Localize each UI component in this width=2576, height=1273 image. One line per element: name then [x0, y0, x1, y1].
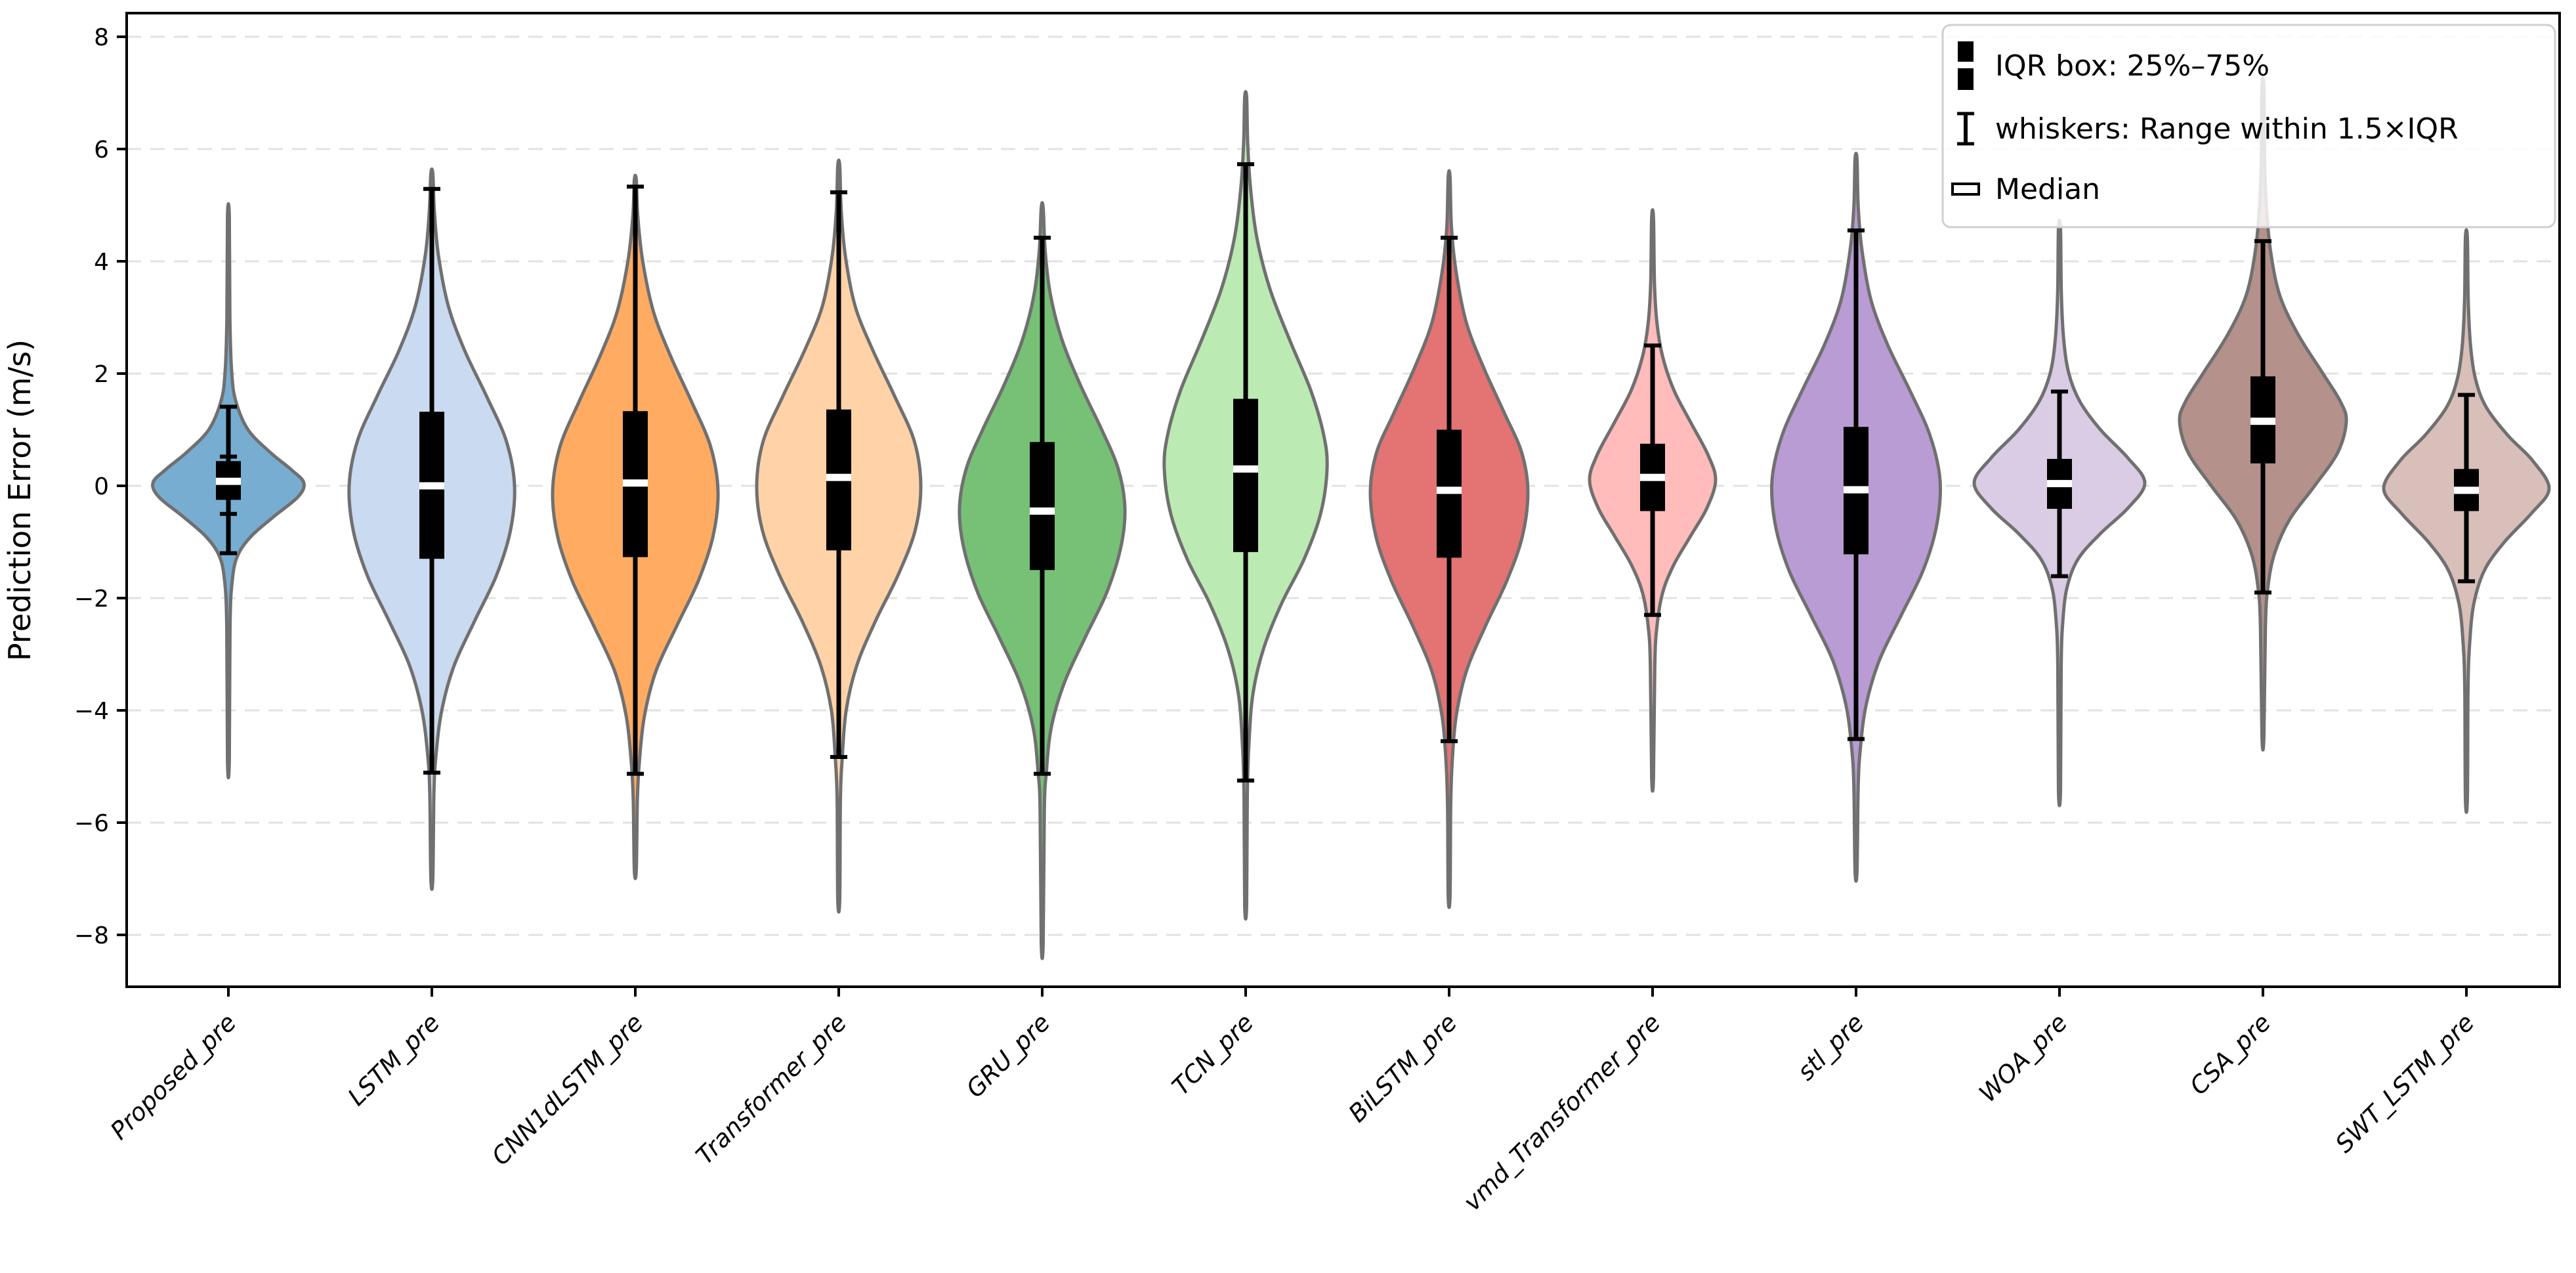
y-tick-label--2: −2: [74, 586, 109, 613]
y-axis-label: Prediction Error (m/s): [2, 339, 37, 661]
y-tick-label--6: −6: [74, 810, 109, 837]
y-tick-label-6: 6: [94, 137, 109, 163]
y-axis-ticks: 8 6 4 2 0 −2 −4 −6 −8: [74, 24, 127, 949]
x-tick-label-vmd_Transformer_pre: vmd_Transformer_pre: [1458, 1008, 1666, 1217]
violin-LSTM_pre: [347, 167, 517, 892]
violin-Transformer_pre: [755, 158, 923, 914]
y-tick-label-0: 0: [94, 473, 109, 500]
x-tick-label-WOA_pre: WOA_pre: [1974, 1008, 2073, 1108]
median-line: [2047, 480, 2072, 488]
legend-label-0: IQR box: 25%–75%: [1995, 49, 2270, 83]
y-tick-label-2: 2: [94, 361, 109, 388]
gridlines: [127, 35, 2560, 936]
legend-label-2: Median: [1995, 173, 2100, 206]
legend: IQR box: 25%–75% whiskers: Range within 1…: [1941, 24, 2556, 228]
plot-frame: [125, 12, 2561, 988]
violin-CSA_pre: [2178, 76, 2348, 752]
violin-TCN_pre: [1162, 90, 1329, 921]
violin-BiLSTM_pre: [1368, 169, 1530, 909]
x-tick-label-CSA_pre: CSA_pre: [2184, 1008, 2276, 1100]
axes-frame: [125, 12, 2561, 988]
median-line: [1437, 486, 1462, 494]
y-tick-label--8: −8: [74, 922, 109, 949]
x-tick-label-TCN_pre: TCN_pre: [1167, 1008, 1259, 1101]
legend-entry-0: IQR box: 25%–75%: [1958, 41, 2270, 90]
x-tick-label-BiLSTM_pre: BiLSTM_pre: [1343, 1008, 1462, 1128]
violin-stl_pre: [1769, 152, 1943, 883]
median-line: [1844, 486, 1869, 494]
violin-vmd_Transformer_pre: [1588, 208, 1718, 793]
x-axis-ticks: Proposed_pre LSTM_pre CNN1dLSTM_pre Transfo…: [105, 987, 2480, 1217]
violin-SWT_LSTM_pre: [2382, 228, 2551, 814]
median-line: [1233, 465, 1258, 473]
legend-box: [1941, 24, 2556, 228]
y-tick-label-8: 8: [94, 24, 109, 51]
x-tick-label-Proposed_pre: Proposed_pre: [105, 1008, 242, 1145]
x-tick-label-CNN1dLSTM_pre: CNN1dLSTM_pre: [486, 1008, 648, 1171]
legend-entry-2: Median: [1951, 173, 2100, 206]
violin-WOA_pre: [1972, 219, 2147, 808]
x-tick-label-GRU_pre: GRU_pre: [961, 1008, 1056, 1104]
legend-entry-1: whiskers: Range within 1.5×IQR: [1957, 112, 2459, 146]
x-tick-label-SWT_LSTM_pre: SWT_LSTM_pre: [2330, 1008, 2480, 1158]
iqr-box-median-stripe: [1958, 62, 1974, 68]
y-tick-label-4: 4: [94, 249, 109, 276]
median-line: [1640, 473, 1665, 481]
median-line: [1030, 507, 1055, 515]
violin-CNN1dLSTM_pre: [551, 173, 720, 880]
x-tick-label-Transformer_pre: Transformer_pre: [690, 1008, 852, 1170]
iqr-box: [1233, 399, 1258, 552]
median-line: [2250, 418, 2275, 425]
violin-GRU_pre: [958, 201, 1127, 960]
iqr-box: [1030, 442, 1055, 571]
median-line: [826, 473, 851, 481]
violin-series: [151, 76, 2551, 960]
median-line: [623, 479, 648, 487]
median-glyph: [1951, 183, 1980, 196]
x-tick-label-LSTM_pre: LSTM_pre: [343, 1008, 446, 1111]
violin-Proposed_pre: [151, 202, 306, 779]
median-line: [216, 477, 241, 485]
x-tick-label-stl_pre: stl_pre: [1792, 1008, 1869, 1086]
median-line: [2454, 486, 2479, 494]
y-tick-label--4: −4: [74, 698, 109, 725]
legend-label-1: whiskers: Range within 1.5×IQR: [1995, 112, 2459, 146]
median-line: [419, 482, 444, 490]
